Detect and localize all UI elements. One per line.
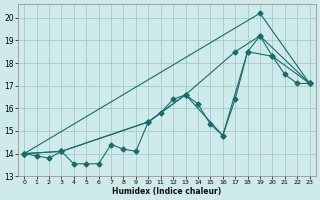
X-axis label: Humidex (Indice chaleur): Humidex (Indice chaleur) bbox=[112, 187, 221, 196]
